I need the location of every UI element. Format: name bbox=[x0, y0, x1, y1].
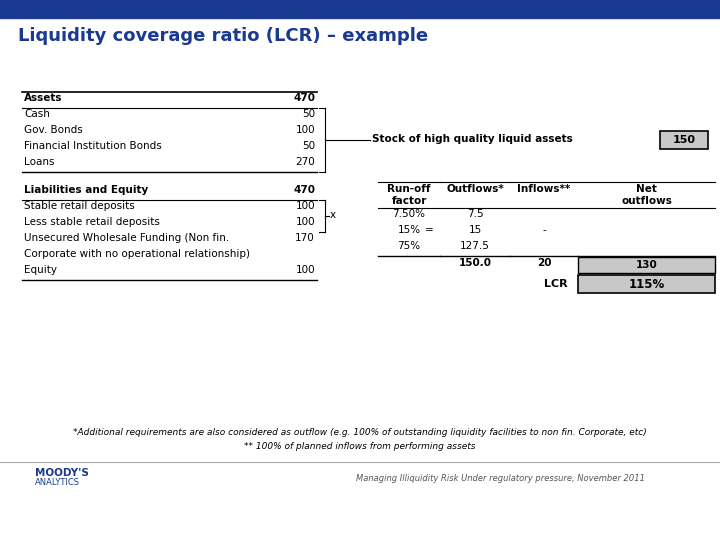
Text: Liabilities and Equity: Liabilities and Equity bbox=[24, 185, 148, 195]
Bar bbox=[660, 131, 708, 149]
Text: MOODY'S: MOODY'S bbox=[35, 468, 89, 478]
Bar bbox=[578, 275, 715, 293]
Text: 470: 470 bbox=[293, 185, 315, 195]
Text: 115%: 115% bbox=[629, 278, 665, 291]
Text: 15: 15 bbox=[469, 225, 482, 235]
Text: Corporate with no operational relationship): Corporate with no operational relationsh… bbox=[24, 249, 250, 259]
Text: 150.0: 150.0 bbox=[459, 258, 492, 268]
Text: ANALYTICS: ANALYTICS bbox=[35, 478, 80, 487]
Text: Run-off
factor: Run-off factor bbox=[387, 184, 431, 206]
Text: 7.50%: 7.50% bbox=[392, 209, 426, 219]
Text: Loans: Loans bbox=[24, 157, 55, 167]
Text: Assets: Assets bbox=[24, 93, 63, 103]
Text: 170: 170 bbox=[295, 233, 315, 243]
Text: 100: 100 bbox=[295, 217, 315, 227]
Text: Net
outflows: Net outflows bbox=[621, 184, 672, 206]
Text: 15%: 15% bbox=[397, 225, 420, 235]
Text: 50: 50 bbox=[302, 141, 315, 151]
Text: 127.5: 127.5 bbox=[460, 241, 490, 251]
Text: Stock of high quality liquid assets: Stock of high quality liquid assets bbox=[372, 134, 572, 144]
Text: LCR: LCR bbox=[544, 279, 568, 289]
Text: 7.5: 7.5 bbox=[467, 209, 483, 219]
Text: Equity: Equity bbox=[24, 265, 57, 275]
Text: 75%: 75% bbox=[397, 241, 420, 251]
Text: Gov. Bonds: Gov. Bonds bbox=[24, 125, 83, 135]
Text: 470: 470 bbox=[293, 93, 315, 103]
Text: Managing Illiquidity Risk Under regulatory pressure, November 2011: Managing Illiquidity Risk Under regulato… bbox=[356, 474, 644, 483]
Text: 20: 20 bbox=[536, 258, 552, 268]
Text: Inflows**: Inflows** bbox=[518, 184, 571, 194]
Bar bbox=[0, 0, 720, 18]
Text: 270: 270 bbox=[295, 157, 315, 167]
Text: Outflows*: Outflows* bbox=[446, 184, 504, 194]
Text: Less stable retail deposits: Less stable retail deposits bbox=[24, 217, 160, 227]
Text: x: x bbox=[330, 210, 336, 220]
Text: 100: 100 bbox=[295, 265, 315, 275]
Text: Cash: Cash bbox=[24, 109, 50, 119]
Bar bbox=[578, 257, 715, 273]
Text: 150: 150 bbox=[672, 135, 696, 145]
Text: ** 100% of planned inflows from performing assets: ** 100% of planned inflows from performi… bbox=[244, 442, 476, 451]
Text: -: - bbox=[542, 225, 546, 235]
Text: =: = bbox=[425, 225, 434, 235]
Text: Stable retail deposits: Stable retail deposits bbox=[24, 201, 135, 211]
Text: 100: 100 bbox=[295, 125, 315, 135]
Text: Unsecured Wholesale Funding (Non fin.: Unsecured Wholesale Funding (Non fin. bbox=[24, 233, 229, 243]
Text: 130: 130 bbox=[636, 260, 657, 270]
Text: *Additional requirements are also considered as outflow (e.g. 100% of outstandin: *Additional requirements are also consid… bbox=[73, 428, 647, 437]
Text: 50: 50 bbox=[302, 109, 315, 119]
Text: 100: 100 bbox=[295, 201, 315, 211]
Text: Financial Institution Bonds: Financial Institution Bonds bbox=[24, 141, 162, 151]
Text: Liquidity coverage ratio (LCR) – example: Liquidity coverage ratio (LCR) – example bbox=[18, 27, 428, 45]
